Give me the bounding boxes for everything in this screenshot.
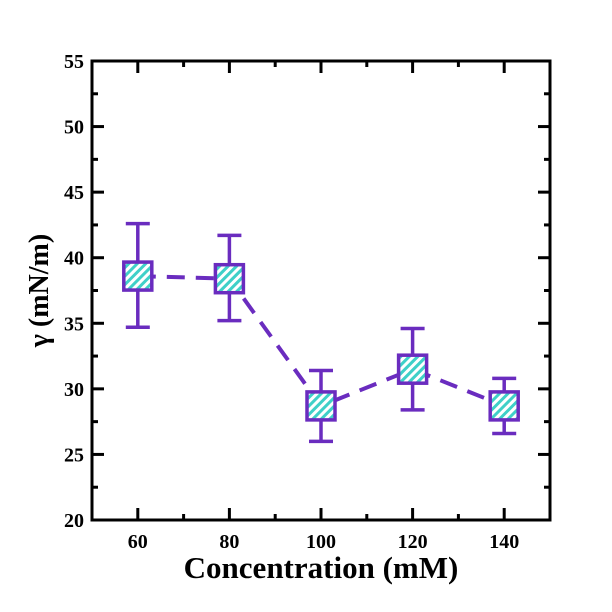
ticks-layer xyxy=(92,59,550,522)
y-tick-label: 55 xyxy=(64,51,84,73)
x-tick-label: 100 xyxy=(306,531,336,553)
tick-labels: 20 25 30 35 40 45 50 55 60 80 100 120 140 xyxy=(64,51,519,553)
y-tick-label: 45 xyxy=(64,182,84,204)
y-tick-label: 30 xyxy=(64,379,84,401)
x-tick-label: 60 xyxy=(128,531,148,553)
y-tick-label: 35 xyxy=(64,313,84,335)
series-layer xyxy=(122,221,520,444)
y-tick-label: 50 xyxy=(64,117,84,139)
x-axis-title: Concentration (mM) xyxy=(184,550,459,585)
y-tick-label: 25 xyxy=(64,444,84,466)
y-tick-label: 20 xyxy=(64,510,84,532)
x-tick-label: 120 xyxy=(398,531,428,553)
data-point xyxy=(213,262,246,295)
plot-frame xyxy=(90,59,552,522)
data-point xyxy=(305,390,337,422)
data-point xyxy=(122,260,154,292)
y-tick-label: 40 xyxy=(64,248,84,270)
data-point xyxy=(488,390,520,422)
y-axis-title: γ (mN/m) xyxy=(24,234,55,348)
data-point xyxy=(396,353,429,385)
x-tick-label: 140 xyxy=(489,531,519,553)
x-tick-label: 80 xyxy=(219,531,239,553)
